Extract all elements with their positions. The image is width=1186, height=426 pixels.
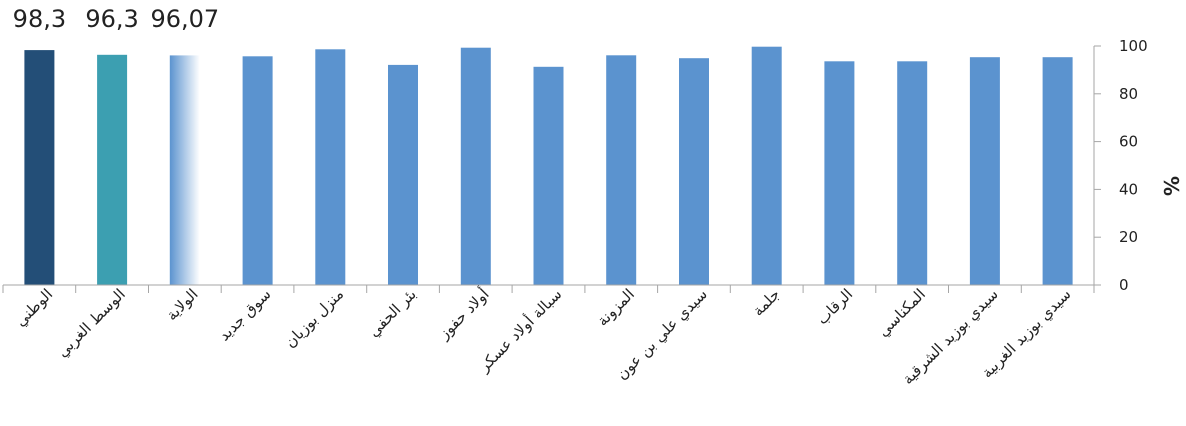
y-tick-label-40: 40 bbox=[1119, 180, 1138, 198]
category-label-7: أولاد حفوز bbox=[434, 284, 493, 343]
category-label-3: الولاية bbox=[163, 285, 202, 324]
bar-10 bbox=[679, 58, 709, 286]
bar-13 bbox=[897, 61, 928, 285]
data-label-3: 96,07 bbox=[150, 5, 219, 33]
category-label-2: الوسط الغربي bbox=[53, 285, 129, 361]
data-label-1: 98,3 bbox=[13, 5, 66, 33]
category-label-12: الرقاب bbox=[813, 285, 856, 328]
bar-8 bbox=[533, 66, 564, 285]
y-tick-label-20: 20 bbox=[1119, 228, 1138, 246]
bar-1 bbox=[24, 50, 55, 285]
category-label-9: المزونة bbox=[593, 285, 638, 330]
bar-5 bbox=[315, 49, 346, 285]
bar-15 bbox=[1042, 57, 1073, 286]
bar-11 bbox=[751, 46, 782, 286]
category-label-4: سوق جديد bbox=[215, 285, 274, 344]
bar-6 bbox=[388, 64, 418, 286]
y-tick-label-0: 0 bbox=[1119, 276, 1129, 294]
category-label-11: جلمة bbox=[749, 285, 784, 320]
bar-14 bbox=[969, 57, 1000, 286]
bar-12 bbox=[824, 61, 855, 285]
bars-group bbox=[24, 46, 1073, 286]
bar-9 bbox=[606, 55, 637, 285]
bar-3 bbox=[169, 55, 200, 286]
y-tick-label-100: 100 bbox=[1119, 37, 1148, 55]
y-tick-label-80: 80 bbox=[1119, 85, 1138, 103]
bar-2 bbox=[97, 54, 128, 285]
y-axis-unit-label: % bbox=[1159, 176, 1183, 196]
bar-4 bbox=[242, 56, 273, 285]
y-tick-label-60: 60 bbox=[1119, 133, 1138, 151]
category-label-6: بئر الحفي bbox=[364, 285, 420, 341]
category-label-1: الوطني bbox=[11, 285, 57, 331]
category-label-5: منزل بوزيان bbox=[281, 285, 347, 351]
data-label-2: 96,3 bbox=[85, 5, 138, 33]
bar-7 bbox=[460, 47, 491, 286]
axis-group: 0 20 40 60 80 100 bbox=[2, 37, 1148, 294]
category-label-13: المكناسي bbox=[874, 285, 930, 341]
